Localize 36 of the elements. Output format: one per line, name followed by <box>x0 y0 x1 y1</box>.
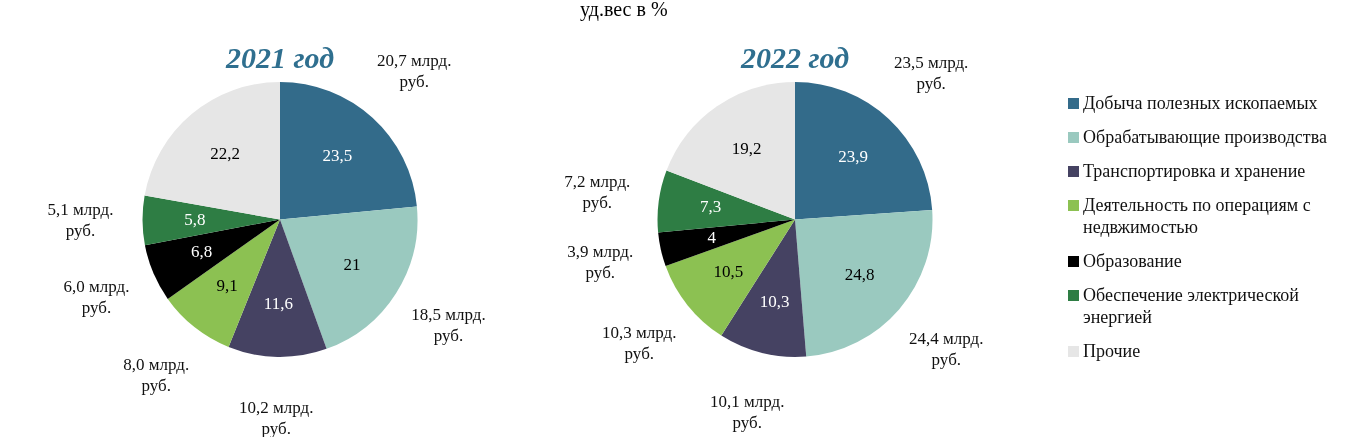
data-label: 5,8 <box>184 209 206 229</box>
legend-label: Транспортировка и хранение <box>1083 160 1306 182</box>
text: 3,9 млрд. руб. <box>567 241 634 282</box>
legend-label: Обрабатывающие производства <box>1083 126 1327 148</box>
text: 5,1 млрд. руб. <box>47 199 114 240</box>
text: 8,0 млрд. руб. <box>123 354 190 395</box>
legend-label: Обеспечение электрической энергией <box>1083 284 1300 328</box>
data-label: 11,6 <box>263 294 293 314</box>
legend-label: Прочие <box>1083 340 1141 362</box>
data-label: 10,5 <box>713 262 744 282</box>
data-label: 6,8 <box>190 242 213 262</box>
data-label: 21 <box>343 254 361 274</box>
text: 10,1 млрд. руб. <box>710 392 785 433</box>
text: 18,5 млрд. руб. <box>411 305 486 346</box>
text: 23,5 млрд. руб. <box>893 52 969 93</box>
legend-label: Добыча полезных ископаемых <box>1083 92 1318 114</box>
data-label: 19,2 <box>731 138 762 158</box>
chart-title: 2021 год <box>224 40 335 74</box>
data-label: 10,3 <box>759 291 790 311</box>
text: 10,3 млрд. руб. <box>602 323 677 364</box>
text: 10,2 млрд. руб. <box>239 397 314 437</box>
text: 6,0 млрд. руб. <box>63 276 130 317</box>
chart-title: 2022 год <box>739 40 850 74</box>
legend-label: Образование <box>1083 250 1182 272</box>
legend-label: Деятельность по операциям с недвжимостью <box>1083 194 1312 238</box>
text: 24,4 млрд. руб. <box>909 328 984 369</box>
data-label: 4 <box>707 227 717 247</box>
text: 20,7 млрд. руб. <box>377 50 452 91</box>
data-label: 7,3 <box>699 197 722 217</box>
text: уд.вес в % <box>580 0 668 21</box>
data-label: 23,5 <box>322 145 353 165</box>
data-label: 9,1 <box>216 275 238 295</box>
data-label: 22,2 <box>210 143 241 163</box>
data-label: 23,9 <box>838 146 869 166</box>
data-label: 24,8 <box>844 264 875 284</box>
text: 7,2 млрд. руб. <box>564 171 631 212</box>
